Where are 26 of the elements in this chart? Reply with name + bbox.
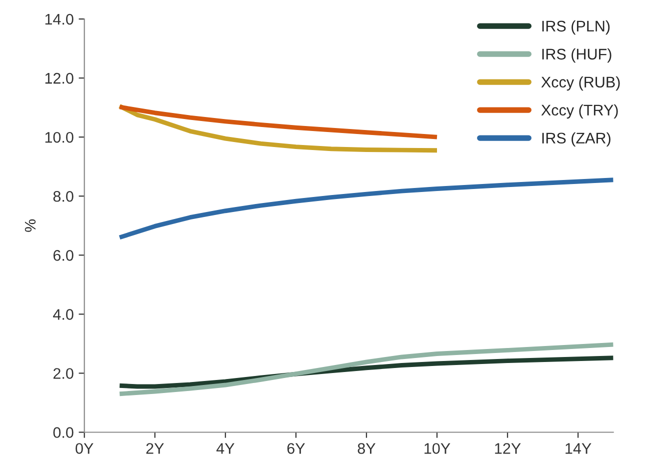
y-tick-label: 12.0 <box>45 72 74 84</box>
x-tick-label: 10Y <box>424 443 450 454</box>
y-tick-label: 4.0 <box>53 309 74 320</box>
x-tick-label: 14Y <box>566 443 592 454</box>
legend-label: Xccy (RUB) <box>541 76 620 91</box>
x-tick-label: 6Y <box>287 443 305 454</box>
y-tick-label: 14.0 <box>45 14 74 25</box>
legend-label: IRS (ZAR) <box>542 132 610 147</box>
x-tick-label: 4Y <box>216 443 234 454</box>
y-tick-label: 2.0 <box>53 368 74 379</box>
line-series <box>117 104 440 153</box>
x-tick-label: 2Y <box>146 443 164 454</box>
y-tick-label: 6.0 <box>53 250 74 261</box>
line-series <box>117 342 614 396</box>
x-tick-label: 8Y <box>358 443 376 454</box>
y-tick-label: 0.0 <box>53 427 74 438</box>
legend-label: Xccy (TRY) <box>541 104 618 119</box>
legend-label: IRS (HUF) <box>542 48 612 63</box>
legend-label: IRS (PLN) <box>542 20 610 35</box>
line-series <box>117 104 440 140</box>
line-series <box>117 178 614 240</box>
y-axis-title: % <box>24 219 36 232</box>
y-tick-label: 8.0 <box>53 190 74 202</box>
x-tick-label: 12Y <box>495 443 521 454</box>
y-tick-label: 10.0 <box>45 132 74 143</box>
x-tick-label: 0Y <box>76 443 94 454</box>
